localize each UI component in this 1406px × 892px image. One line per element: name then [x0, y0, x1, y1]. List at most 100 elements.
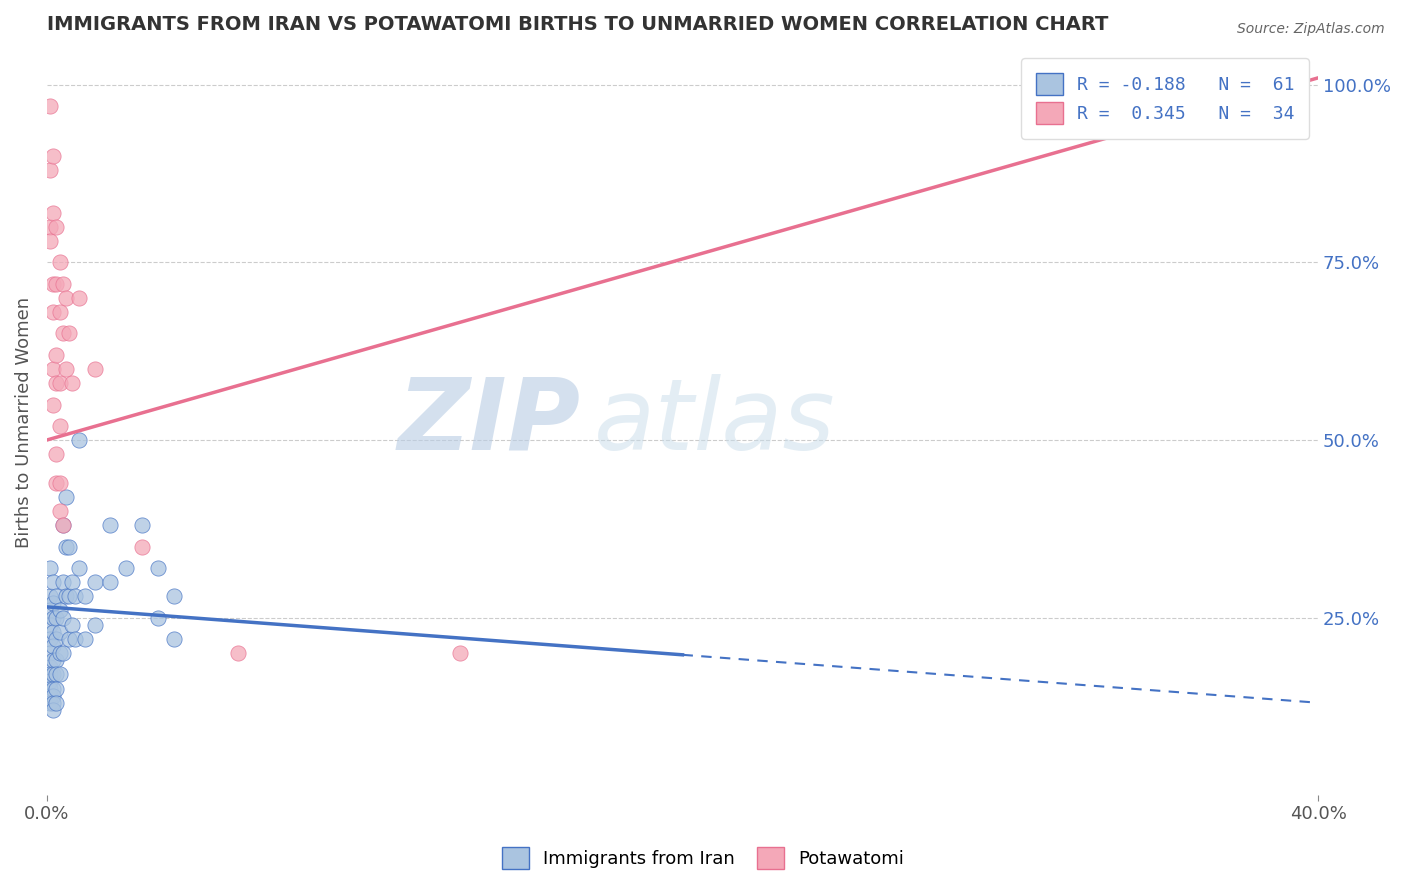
- Point: [163, 632, 186, 646]
- Point: [42, 596, 65, 610]
- Text: ZIP: ZIP: [398, 374, 581, 471]
- Point: [67, 291, 90, 305]
- Point: [42, 397, 65, 411]
- Text: atlas: atlas: [593, 374, 835, 471]
- Point: [45, 348, 67, 362]
- Point: [42, 574, 65, 589]
- Point: [42, 696, 65, 710]
- Point: [42, 305, 65, 319]
- Point: [39, 603, 62, 617]
- Point: [42, 362, 65, 376]
- Point: [449, 646, 471, 660]
- Point: [39, 632, 62, 646]
- Point: [42, 681, 65, 696]
- Point: [100, 574, 122, 589]
- Point: [45, 447, 67, 461]
- Point: [52, 646, 75, 660]
- Point: [1243, 78, 1265, 92]
- Point: [52, 610, 75, 624]
- Y-axis label: Births to Unmarried Women: Births to Unmarried Women: [15, 297, 32, 548]
- Point: [48, 255, 70, 269]
- Point: [115, 561, 138, 575]
- Point: [39, 589, 62, 603]
- Text: IMMIGRANTS FROM IRAN VS POTAWATOMI BIRTHS TO UNMARRIED WOMEN CORRELATION CHART: IMMIGRANTS FROM IRAN VS POTAWATOMI BIRTH…: [46, 15, 1108, 34]
- Point: [48, 624, 70, 639]
- Point: [58, 589, 80, 603]
- Point: [60, 617, 83, 632]
- Point: [52, 574, 75, 589]
- Point: [163, 589, 186, 603]
- Point: [58, 632, 80, 646]
- Point: [48, 603, 70, 617]
- Point: [52, 518, 75, 533]
- Point: [42, 206, 65, 220]
- Point: [45, 589, 67, 603]
- Point: [146, 561, 169, 575]
- Point: [131, 540, 153, 554]
- Point: [55, 490, 77, 504]
- Point: [45, 219, 67, 234]
- Point: [39, 681, 62, 696]
- Point: [45, 681, 67, 696]
- Point: [39, 689, 62, 703]
- Point: [45, 376, 67, 391]
- Point: [42, 653, 65, 667]
- Point: [55, 540, 77, 554]
- Point: [48, 376, 70, 391]
- Point: [42, 277, 65, 291]
- Point: [39, 617, 62, 632]
- Point: [39, 163, 62, 178]
- Point: [48, 646, 70, 660]
- Point: [52, 326, 75, 341]
- Point: [131, 518, 153, 533]
- Point: [55, 291, 77, 305]
- Point: [39, 646, 62, 660]
- Point: [45, 667, 67, 681]
- Point: [146, 610, 169, 624]
- Point: [73, 632, 96, 646]
- Point: [67, 561, 90, 575]
- Point: [55, 589, 77, 603]
- Point: [39, 674, 62, 689]
- Point: [48, 667, 70, 681]
- Point: [83, 617, 105, 632]
- Point: [39, 696, 62, 710]
- Point: [48, 475, 70, 490]
- Point: [42, 610, 65, 624]
- Point: [83, 574, 105, 589]
- Point: [226, 646, 249, 660]
- Point: [48, 305, 70, 319]
- Point: [39, 99, 62, 113]
- Point: [42, 689, 65, 703]
- Point: [83, 362, 105, 376]
- Point: [45, 653, 67, 667]
- Point: [42, 667, 65, 681]
- Point: [45, 632, 67, 646]
- Point: [100, 518, 122, 533]
- Point: [58, 540, 80, 554]
- Point: [39, 667, 62, 681]
- Point: [60, 574, 83, 589]
- Point: [67, 433, 90, 447]
- Point: [45, 475, 67, 490]
- Point: [60, 376, 83, 391]
- Point: [48, 504, 70, 518]
- Point: [39, 660, 62, 674]
- Point: [45, 277, 67, 291]
- Point: [42, 149, 65, 163]
- Text: Source: ZipAtlas.com: Source: ZipAtlas.com: [1237, 22, 1385, 37]
- Point: [39, 561, 62, 575]
- Point: [52, 518, 75, 533]
- Point: [73, 589, 96, 603]
- Point: [39, 219, 62, 234]
- Point: [42, 703, 65, 717]
- Point: [48, 418, 70, 433]
- Legend: Immigrants from Iran, Potawatomi: Immigrants from Iran, Potawatomi: [492, 838, 914, 879]
- Point: [45, 696, 67, 710]
- Point: [52, 277, 75, 291]
- Point: [39, 234, 62, 248]
- Point: [65, 589, 87, 603]
- Point: [58, 326, 80, 341]
- Point: [42, 639, 65, 653]
- Point: [65, 632, 87, 646]
